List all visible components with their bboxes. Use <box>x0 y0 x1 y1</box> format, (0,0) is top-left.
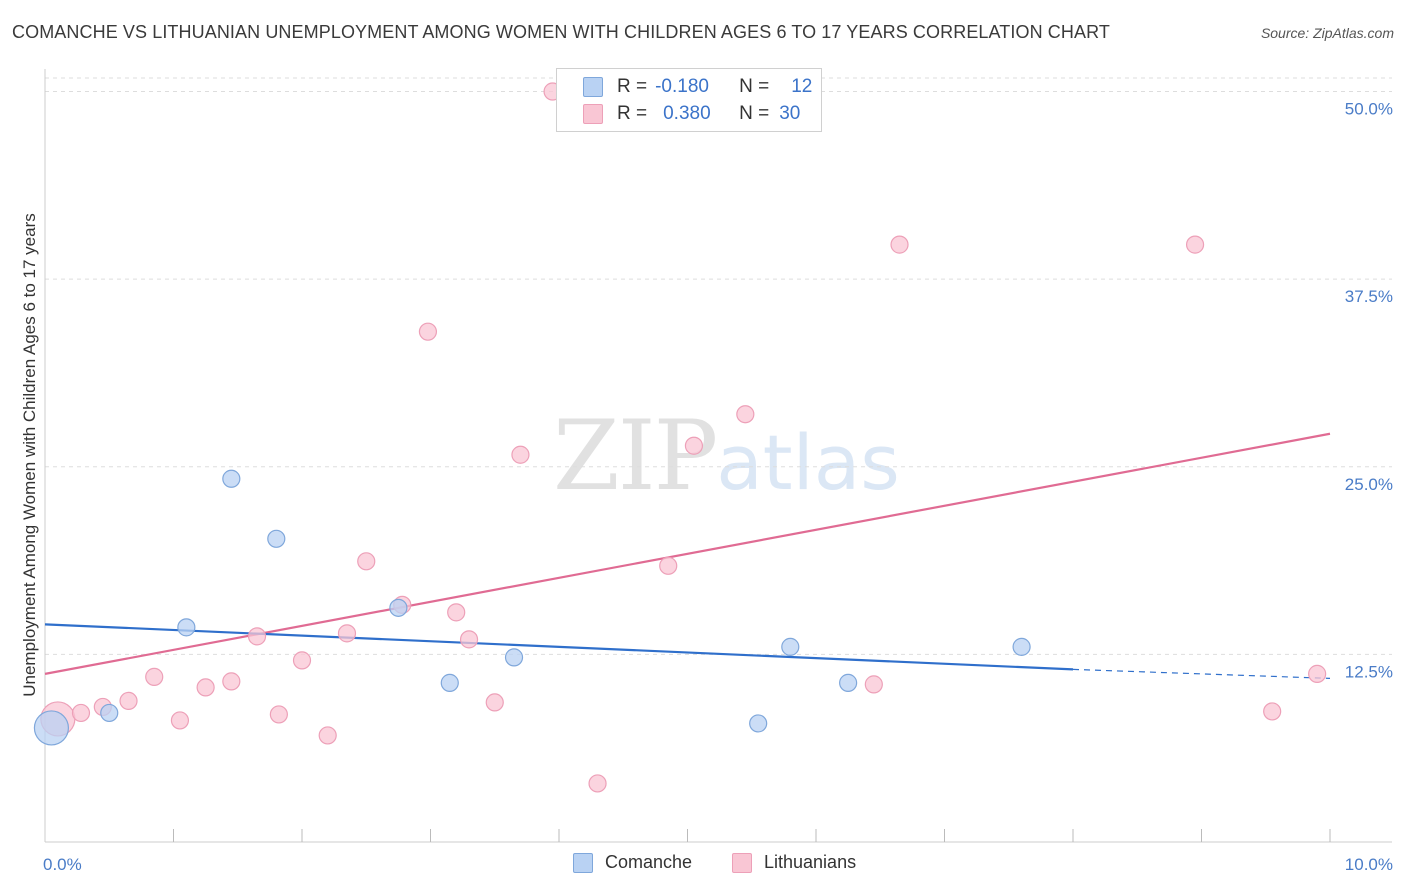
lithuanians-point <box>337 624 357 643</box>
watermark-atlas: atlas <box>716 418 900 507</box>
lithuanians-point <box>890 235 909 254</box>
lithuanians-point <box>511 445 530 464</box>
lithuanians-n-value: 30 <box>779 103 801 124</box>
comanche-n-value: 12 <box>791 76 813 97</box>
comanche-point <box>389 598 408 617</box>
comanche-point <box>440 673 459 692</box>
lithuanians-r-label: R = <box>617 103 648 124</box>
lithuanians-point <box>485 693 504 712</box>
lithuanians-point <box>269 705 288 724</box>
comanche-point <box>504 648 524 667</box>
comanche-trend-line <box>44 623 1074 671</box>
lithuanians-point <box>447 603 466 622</box>
bottom-legend-lithuanians: Lithuanians <box>732 852 856 873</box>
lithuanians-point <box>357 552 376 571</box>
lithuanians-point <box>145 667 164 686</box>
bottom-comanche-swatch <box>573 852 593 873</box>
comanche-point <box>177 618 196 637</box>
comanche-point <box>222 469 241 488</box>
y-tick-label: 12.5% <box>1345 662 1393 681</box>
comanche-swatch <box>583 77 603 97</box>
lithuanians-point <box>71 703 91 723</box>
lithuanians-point <box>318 726 337 745</box>
lithuanians-point <box>736 405 755 424</box>
lithuanians-swatch <box>583 104 603 124</box>
watermark: ZIPatlas <box>553 400 900 512</box>
comanche-trend-extension <box>1072 668 1331 679</box>
lithuanians-point <box>196 678 215 697</box>
source-label: Source: ZipAtlas.com <box>1260 25 1394 41</box>
axes <box>44 69 1392 843</box>
y-tick-label: 50.0% <box>1345 100 1393 119</box>
bottom-legend-comanche: Comanche <box>573 852 692 873</box>
comanche-point <box>33 710 70 746</box>
y-axis-label: Unemployment Among Women with Children A… <box>20 213 39 697</box>
lithuanians-point <box>864 675 883 694</box>
tick-labels: 12.5% 25.0% 37.5% 50.0% 0.0% 10.0% Unemploymen… <box>20 100 1393 874</box>
lithuanians-point <box>170 711 190 730</box>
lithuanians-point <box>1185 235 1205 254</box>
comanche-r-value: -0.180 <box>655 76 709 97</box>
y-tick-label: 37.5% <box>1345 287 1393 306</box>
lithuanians-point <box>1263 702 1282 721</box>
trend-lines <box>44 432 1331 679</box>
correlation-legend: R = -0.180 N = 12 R = 0.380 N = 30 <box>556 68 822 132</box>
chart-title: COMANCHE VS LITHUANIAN UNEMPLOYMENT AMON… <box>12 22 1110 42</box>
comanche-point <box>839 673 858 692</box>
watermark-zip: ZIP <box>553 400 718 512</box>
x-tick-label: 0.0% <box>43 855 82 874</box>
x-tick-label: 10.0% <box>1345 855 1393 874</box>
comanche-n-label: N = <box>739 76 770 97</box>
lithuanians-point <box>1308 664 1327 683</box>
lithuanians-point <box>119 691 138 711</box>
lithuanians-point <box>247 627 267 646</box>
legend-row-comanche: R = -0.180 N = 12 <box>583 75 812 99</box>
comanche-point <box>267 529 286 548</box>
y-tick-label: 25.0% <box>1345 475 1393 494</box>
lithuanians-trend-line <box>44 432 1331 675</box>
comanche-point <box>1012 637 1031 656</box>
bottom-comanche-label: Comanche <box>605 852 693 872</box>
comanche-r-label: R = <box>617 76 648 97</box>
lithuanians-point <box>222 672 241 691</box>
comanche-point <box>749 714 768 733</box>
lithuanians-point <box>588 774 607 793</box>
lithuanians-n-label: N = <box>739 103 770 124</box>
grid-lines <box>45 77 1392 655</box>
bottom-lithuanians-label: Lithuanians <box>764 852 857 872</box>
comanche-point <box>781 637 800 656</box>
comanche-point <box>100 703 119 723</box>
lithuanians-point <box>459 630 479 649</box>
lithuanians-point <box>684 436 704 455</box>
lithuanians-point <box>659 556 678 575</box>
lithuanians-point <box>418 322 438 341</box>
lithuanians-point <box>292 651 312 670</box>
data-points <box>33 82 1327 793</box>
lithuanians-r-value: 0.380 <box>663 103 711 124</box>
legend-row-lithuanians: R = 0.380 N = 30 <box>583 102 800 126</box>
bottom-lithuanians-swatch <box>732 852 752 873</box>
